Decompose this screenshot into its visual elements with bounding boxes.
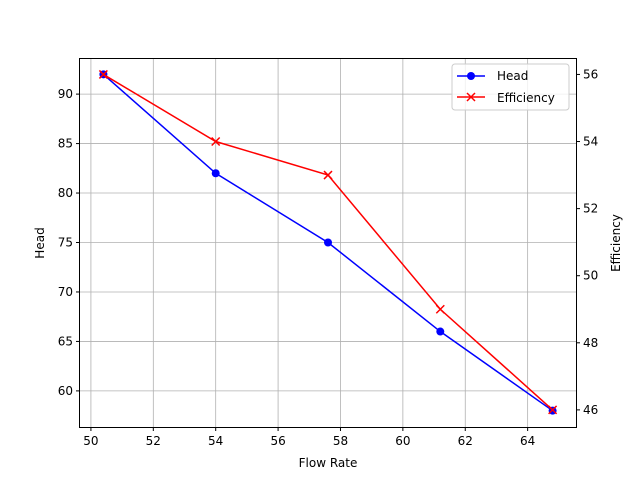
head-point xyxy=(436,327,445,336)
x-tick-label: 56 xyxy=(270,434,285,448)
y-left-tick-label: 85 xyxy=(58,137,73,151)
x-tick-label: 52 xyxy=(146,434,161,448)
efficiency-point xyxy=(548,405,558,415)
y-left-tick-label: 60 xyxy=(58,384,73,398)
ticks: 50 52 54 56 58 60 62 64 60 65 70 75 80 85 90 46 48 50 52 54… xyxy=(58,67,599,448)
y-right-tick-label: 54 xyxy=(583,135,598,149)
head-point xyxy=(324,238,332,247)
efficiency-point xyxy=(323,170,333,180)
y-right-tick-label: 52 xyxy=(583,202,598,216)
head-point xyxy=(211,169,220,178)
x-axis-label: Flow Rate xyxy=(299,456,358,470)
y-right-tick-label: 48 xyxy=(583,336,598,350)
y-axis-label-left: Head xyxy=(33,227,47,258)
efficiency-point xyxy=(98,69,108,79)
x-tick-label: 58 xyxy=(333,434,348,448)
y-left-tick-label: 70 xyxy=(58,285,73,299)
legend-efficiency-marker xyxy=(466,92,476,102)
legend-head-marker xyxy=(467,72,475,80)
grid xyxy=(80,58,576,427)
legend-efficiency-label: Efficiency xyxy=(497,91,555,105)
y-left-tick-label: 90 xyxy=(58,87,73,101)
efficiency-point xyxy=(435,304,445,314)
y-left-tick-label: 80 xyxy=(58,186,73,200)
y-left-tick-label: 75 xyxy=(58,236,73,250)
legend: Head Efficiency xyxy=(451,63,570,111)
y-right-tick-label: 56 xyxy=(583,67,598,81)
x-tick-label: 60 xyxy=(395,434,410,448)
x-tick-label: 64 xyxy=(520,434,535,448)
x-tick-label: 62 xyxy=(458,434,473,448)
y-right-tick-label: 46 xyxy=(583,403,598,417)
series-layer xyxy=(98,69,558,415)
legend-head-label: Head xyxy=(497,69,528,83)
y-left-tick-label: 65 xyxy=(58,334,73,348)
y-axis-label-right: Efficiency xyxy=(609,214,623,272)
x-tick-label: 50 xyxy=(83,434,98,448)
y-right-tick-label: 50 xyxy=(583,269,598,283)
x-tick-label: 54 xyxy=(208,434,223,448)
efficiency-point xyxy=(211,136,221,147)
